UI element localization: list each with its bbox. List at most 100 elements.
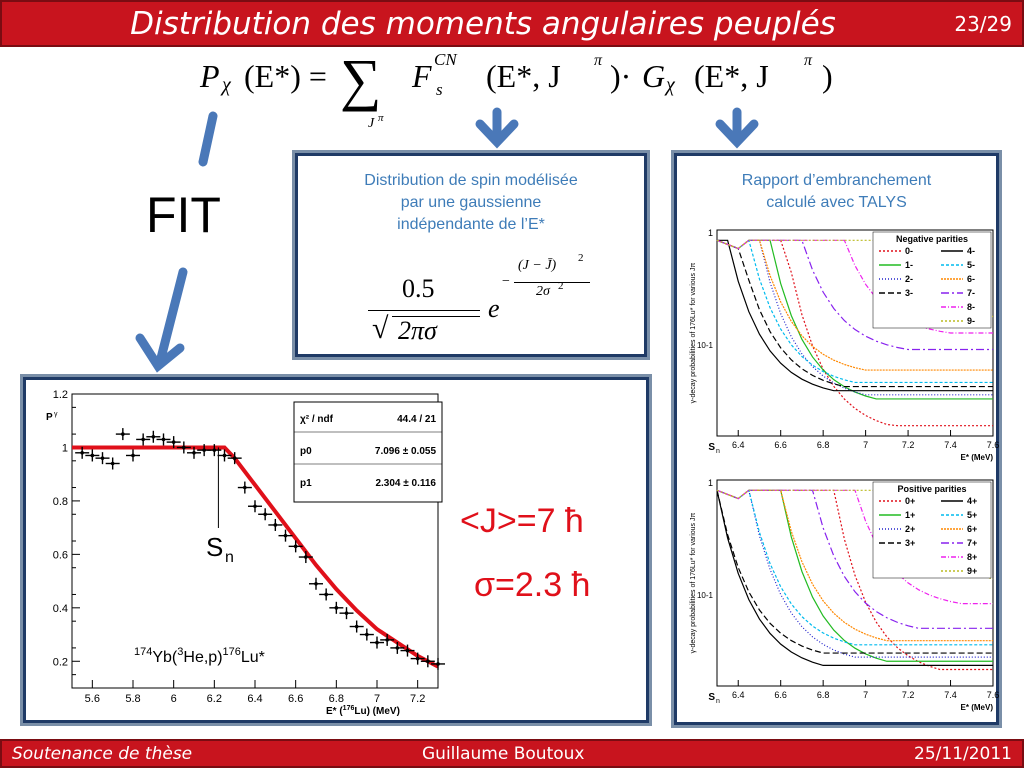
data-point <box>202 448 206 452</box>
data-point <box>293 544 298 549</box>
data-point <box>273 523 278 527</box>
legend-entry: 6- <box>967 274 975 284</box>
decay-curve <box>716 239 993 396</box>
data-point <box>436 662 440 666</box>
decay-curve <box>716 490 993 666</box>
data-point <box>395 646 400 650</box>
fit-line-top <box>198 111 218 167</box>
data-point <box>324 592 328 597</box>
x-axis-label: E* (MeV) <box>961 453 994 462</box>
stats-value: 44.4 / 21 <box>397 414 436 425</box>
stats-value: 7.096 ± 0.055 <box>375 446 437 457</box>
data-point <box>80 451 84 455</box>
gaussian-formula: 0.5 √ 2πσ e <box>368 274 568 364</box>
legend-entry: 1- <box>905 260 913 270</box>
negative-parities-plot: 6.4 6.6 6.8 7 7.2 7.4 7.6 S n E* (MeV) 1 10-1γ-deca… <box>690 228 999 462</box>
x-tick-label: 7.4 <box>944 440 957 450</box>
decay-curve <box>717 239 993 392</box>
x-tick-label: 6.4 <box>732 690 745 700</box>
y-tick-label: 1 <box>708 478 713 488</box>
legend-entry: 7+ <box>967 538 977 548</box>
x-tick-label: 5.8 <box>125 693 140 705</box>
stats-key: p0 <box>300 446 312 457</box>
x-start-label: S <box>708 692 715 703</box>
x-tick-label: 6.6 <box>774 690 787 700</box>
x-axis-label: E* (MeV) <box>961 703 994 712</box>
data-point <box>304 555 308 559</box>
legend-entry: 3- <box>905 288 913 298</box>
decay-curve <box>716 239 993 388</box>
x-tick-label: 6.6 <box>288 693 303 705</box>
spin-distribution-box: Distribution de spin modélisée par une g… <box>292 150 650 360</box>
gaussian-numerator: 0.5 <box>402 274 435 303</box>
data-point <box>263 512 267 517</box>
talys-caption-line: calculé avec TALYS <box>766 194 907 211</box>
x-tick-label: 7.4 <box>944 690 957 700</box>
legend-entry: 4+ <box>967 496 977 506</box>
data-point <box>253 504 257 509</box>
reaction-label: 174Yb(3He,p)176Lu* <box>134 646 265 666</box>
data-point <box>131 453 135 458</box>
formula-lhs-arg: (E*) = <box>244 58 327 94</box>
formula-dot: )· <box>610 58 632 94</box>
legend-entry: 9- <box>967 316 975 326</box>
data-point <box>110 461 115 466</box>
y-tick-label: 0.4 <box>53 603 68 615</box>
formula-p: P <box>200 58 220 94</box>
x-tick-label: 5.6 <box>85 693 100 705</box>
x-axis-label: E* (176Lu) (MeV) <box>326 705 400 717</box>
data-point <box>426 659 430 664</box>
data-point <box>334 606 339 610</box>
data-point <box>314 581 318 586</box>
formula-f-sup: CN <box>434 50 457 69</box>
title-bar: Distribution des moments angulaires peup… <box>0 0 1024 47</box>
data-point <box>232 456 237 460</box>
footer-left: Soutenance de thèse <box>12 744 193 764</box>
legend-box <box>872 231 992 329</box>
decay-curve <box>716 239 993 371</box>
data-point <box>141 437 145 442</box>
arrow-down-talys <box>715 107 759 149</box>
sigma-result: σ=2.3 ħ <box>474 566 591 604</box>
x-tick-label: 7.2 <box>902 690 915 700</box>
gaussian-denominator: 2πσ <box>398 316 437 345</box>
data-point <box>375 640 379 645</box>
legend-title: Positive parities <box>897 484 966 494</box>
footer-right: 25/11/2011 <box>914 744 1012 764</box>
x-tick-label: 6.4 <box>247 693 262 705</box>
data-point <box>100 456 105 460</box>
fit-label: FIT <box>146 187 221 243</box>
legend-entry: 5+ <box>967 510 977 520</box>
spin-caption-line: indépendante de l’E* <box>397 216 545 233</box>
data-point <box>283 533 288 538</box>
legend-entry: 0+ <box>905 496 915 506</box>
y-tick-label: 0.8 <box>53 496 68 508</box>
x-start-label-sub: n <box>716 698 720 705</box>
page-number: 23/29 <box>954 12 1012 36</box>
positive-parities-plot: 6.4 6.6 6.8 7 7.2 7.4 7.6 S n E* (MeV) 1 10-1γ-deca… <box>690 478 999 712</box>
formula-f-sub: s <box>436 80 443 99</box>
formula-f-arg-sup: π <box>594 52 603 69</box>
legend-entry: 8+ <box>967 552 977 562</box>
x-tick-label: 6.8 <box>817 690 830 700</box>
mean-j-result: <J>=7 ħ <box>460 502 584 540</box>
x-tick-label: 7 <box>374 693 380 705</box>
y-tick-label: 10-1 <box>697 341 714 350</box>
data-point <box>365 632 369 637</box>
data-point <box>243 485 247 490</box>
y-tick-label: 1 <box>708 228 713 238</box>
formula-g-arg-sup: π <box>804 52 813 69</box>
x-tick-label: 6.4 <box>732 440 745 450</box>
data-point <box>405 648 410 653</box>
slide-title: Distribution des moments angulaires peup… <box>130 6 836 42</box>
legend-title: Negative parities <box>896 234 968 244</box>
arrow-down-spin <box>475 107 519 149</box>
x-tick-label: 7 <box>863 440 868 450</box>
gaussian-e: e <box>488 294 500 323</box>
exp-bar <box>514 282 590 283</box>
decay-curve <box>716 239 993 384</box>
fit-plot-box: 5.6 5.8 6 6.2 6.4 6.6 6.8 7 7.2 0.2 0.4 0.6 0.8 1 1.2 P… <box>20 374 652 726</box>
legend-entry: 7- <box>967 288 975 298</box>
formula-p-sub: χ <box>222 74 231 96</box>
decay-curve <box>716 489 993 605</box>
